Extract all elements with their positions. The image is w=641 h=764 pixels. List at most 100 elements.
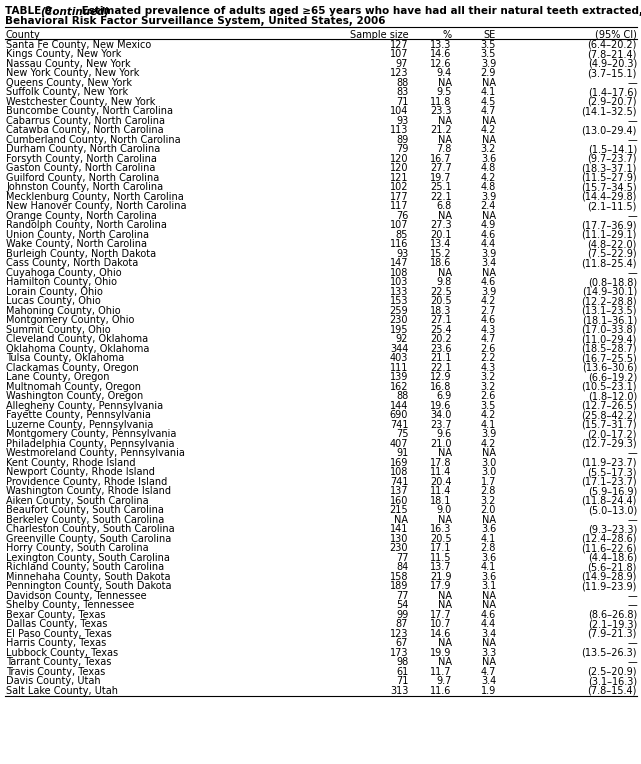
Text: (15.7–34.5): (15.7–34.5) (581, 183, 637, 193)
Text: 195: 195 (390, 325, 408, 335)
Text: (11.8–25.4): (11.8–25.4) (581, 258, 637, 268)
Text: 21.1: 21.1 (430, 354, 452, 364)
Text: 137: 137 (390, 487, 408, 497)
Text: 27.1: 27.1 (430, 316, 452, 325)
Text: County: County (6, 30, 41, 40)
Text: 71: 71 (396, 676, 408, 686)
Text: Estimated prevalence of adults aged ≥65 years who have had all their natural tee: Estimated prevalence of adults aged ≥65 … (78, 6, 641, 16)
Text: —: — (628, 639, 637, 649)
Text: 84: 84 (396, 562, 408, 572)
Text: 9.4: 9.4 (437, 68, 452, 79)
Text: Salt Lake County, Utah: Salt Lake County, Utah (6, 686, 118, 696)
Text: 12.6: 12.6 (430, 59, 452, 69)
Text: 4.1: 4.1 (481, 534, 496, 544)
Text: 4.2: 4.2 (481, 410, 496, 420)
Text: 108: 108 (390, 268, 408, 278)
Text: 2.6: 2.6 (481, 344, 496, 354)
Text: (4.9–20.3): (4.9–20.3) (588, 59, 637, 69)
Text: Oklahoma County, Oklahoma: Oklahoma County, Oklahoma (6, 344, 149, 354)
Text: 11.5: 11.5 (430, 553, 452, 563)
Text: 403: 403 (390, 354, 408, 364)
Text: Johnston County, North Carolina: Johnston County, North Carolina (6, 183, 163, 193)
Text: 162: 162 (390, 382, 408, 392)
Text: (6.6–19.2): (6.6–19.2) (588, 372, 637, 382)
Text: 690: 690 (390, 410, 408, 420)
Text: 3.2: 3.2 (481, 144, 496, 154)
Text: NA: NA (394, 515, 408, 525)
Text: 1.9: 1.9 (481, 686, 496, 696)
Text: 61: 61 (396, 667, 408, 677)
Text: 3.5: 3.5 (481, 40, 496, 50)
Text: (7.5–22.9): (7.5–22.9) (587, 249, 637, 259)
Text: 11.7: 11.7 (430, 667, 452, 677)
Text: Montgomery County, Ohio: Montgomery County, Ohio (6, 316, 135, 325)
Text: (18.1–36.1): (18.1–36.1) (582, 316, 637, 325)
Text: Wake County, North Carolina: Wake County, North Carolina (6, 239, 147, 249)
Text: NA: NA (482, 78, 496, 88)
Text: Santa Fe County, New Mexico: Santa Fe County, New Mexico (6, 40, 151, 50)
Text: (12.4–28.6): (12.4–28.6) (581, 534, 637, 544)
Text: SE: SE (484, 30, 496, 40)
Text: 7.8: 7.8 (437, 144, 452, 154)
Text: 17.9: 17.9 (430, 581, 452, 591)
Text: (17.7–36.9): (17.7–36.9) (581, 220, 637, 231)
Text: 4.9: 4.9 (481, 220, 496, 231)
Text: (13.0–29.4): (13.0–29.4) (581, 125, 637, 135)
Text: 19.7: 19.7 (430, 173, 452, 183)
Text: 3.6: 3.6 (481, 553, 496, 563)
Text: 4.6: 4.6 (481, 230, 496, 240)
Text: (11.5–27.9): (11.5–27.9) (581, 173, 637, 183)
Text: (2.1–19.3): (2.1–19.3) (588, 620, 637, 630)
Text: 103: 103 (390, 277, 408, 287)
Text: (3.7–15.1): (3.7–15.1) (588, 68, 637, 79)
Text: (4.4–18.6): (4.4–18.6) (588, 553, 637, 563)
Text: Davidson County, Tennessee: Davidson County, Tennessee (6, 591, 147, 601)
Text: Shelby County, Tennessee: Shelby County, Tennessee (6, 601, 134, 610)
Text: 3.9: 3.9 (481, 429, 496, 439)
Text: —: — (628, 515, 637, 525)
Text: 17.1: 17.1 (430, 543, 452, 553)
Text: (1.5–14.1): (1.5–14.1) (588, 144, 637, 154)
Text: 3.9: 3.9 (481, 249, 496, 259)
Text: 3.4: 3.4 (481, 258, 496, 268)
Text: NA: NA (482, 657, 496, 668)
Text: 4.1: 4.1 (481, 420, 496, 430)
Text: NA: NA (438, 268, 452, 278)
Text: 108: 108 (390, 468, 408, 478)
Text: 4.4: 4.4 (481, 620, 496, 630)
Text: 93: 93 (396, 249, 408, 259)
Text: 83: 83 (396, 87, 408, 97)
Text: 10.7: 10.7 (430, 620, 452, 630)
Text: 17.7: 17.7 (430, 610, 452, 620)
Text: —: — (628, 657, 637, 668)
Text: 120: 120 (390, 163, 408, 173)
Text: Suffolk County, New York: Suffolk County, New York (6, 87, 128, 97)
Text: (7.8–21.4): (7.8–21.4) (588, 50, 637, 60)
Text: (11.9–23.9): (11.9–23.9) (581, 581, 637, 591)
Text: 20.5: 20.5 (430, 534, 452, 544)
Text: 2.9: 2.9 (481, 68, 496, 79)
Text: 19.6: 19.6 (431, 401, 452, 411)
Text: 20.1: 20.1 (430, 230, 452, 240)
Text: 16.7: 16.7 (430, 154, 452, 163)
Text: NA: NA (482, 116, 496, 126)
Text: Lucas County, Ohio: Lucas County, Ohio (6, 296, 101, 306)
Text: —: — (628, 268, 637, 278)
Text: (4.8–22.0): (4.8–22.0) (588, 239, 637, 249)
Text: (13.1–23.5): (13.1–23.5) (581, 306, 637, 316)
Text: —: — (628, 78, 637, 88)
Text: Guilford County, North Carolina: Guilford County, North Carolina (6, 173, 159, 183)
Text: 2.4: 2.4 (481, 202, 496, 212)
Text: 34.0: 34.0 (431, 410, 452, 420)
Text: 4.3: 4.3 (481, 325, 496, 335)
Text: 22.1: 22.1 (430, 363, 452, 373)
Text: Travis County, Texas: Travis County, Texas (6, 667, 105, 677)
Text: 2.2: 2.2 (481, 354, 496, 364)
Text: NA: NA (482, 515, 496, 525)
Text: Lorain County, Ohio: Lorain County, Ohio (6, 286, 103, 297)
Text: Tulsa County, Oklahoma: Tulsa County, Oklahoma (6, 354, 124, 364)
Text: (11.9–23.7): (11.9–23.7) (581, 458, 637, 468)
Text: Sample size: Sample size (349, 30, 408, 40)
Text: 3.5: 3.5 (481, 401, 496, 411)
Text: Buncombe County, North Carolina: Buncombe County, North Carolina (6, 106, 173, 116)
